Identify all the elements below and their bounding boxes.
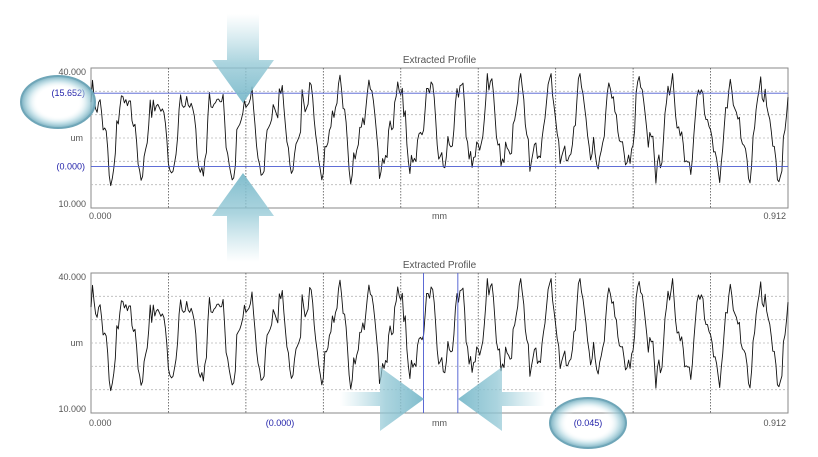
arrow-up-icon <box>212 173 274 262</box>
y-tick-label: 10.000 <box>58 199 86 209</box>
annotation-overlay <box>20 14 627 449</box>
profile-panel-2 <box>90 272 789 414</box>
arrow-right-icon <box>340 367 424 431</box>
chart-title: Extracted Profile <box>403 260 477 271</box>
cursor-readout: (0.000) <box>56 161 85 171</box>
highlight-ellipse <box>549 397 627 449</box>
profile-line <box>90 73 789 187</box>
cursor-readout: (0.000) <box>266 418 295 428</box>
x-axis-label: mm <box>432 211 447 221</box>
arrow-down-icon <box>212 14 274 103</box>
profile-panel-1 <box>90 67 789 209</box>
x-tick-label: 0.000 <box>89 211 112 221</box>
y-tick-label: 10.000 <box>58 404 86 414</box>
arrow-left-icon <box>458 367 545 431</box>
y-axis-label: um <box>70 338 83 348</box>
x-axis-label: mm <box>432 418 447 428</box>
y-tick-label: 40.000 <box>58 67 86 77</box>
y-tick-label: 40.000 <box>58 272 86 282</box>
x-tick-label: 0.912 <box>763 418 786 428</box>
highlight-ellipse <box>20 75 96 129</box>
x-tick-label: 0.912 <box>763 211 786 221</box>
y-axis-label: um <box>70 133 83 143</box>
profile-line <box>90 278 789 392</box>
chart-title: Extracted Profile <box>403 55 477 66</box>
x-tick-label: 0.000 <box>89 418 112 428</box>
